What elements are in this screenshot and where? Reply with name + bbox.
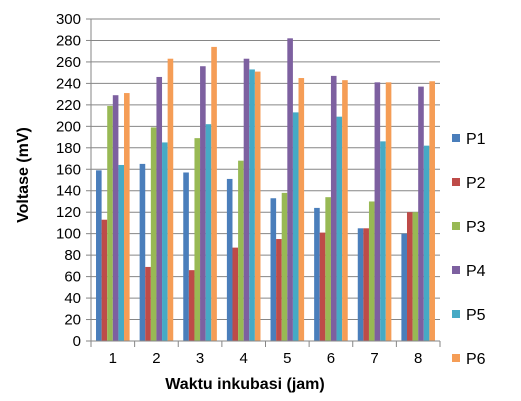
y-tick-label: 280 <box>56 32 81 49</box>
bar-p1-4 <box>226 178 233 341</box>
legend-label: P4 <box>466 263 486 280</box>
legend-swatch <box>452 134 460 142</box>
bar-p6-5 <box>298 78 305 342</box>
legend-label: P6 <box>466 351 486 368</box>
bar-p3-2 <box>150 127 157 341</box>
bar-p6-4 <box>254 71 261 342</box>
bar-p1-6 <box>314 207 320 341</box>
y-tick-label: 120 <box>56 204 81 221</box>
bar-p3-8 <box>412 212 419 341</box>
bar-p5-8 <box>423 145 430 341</box>
y-tick-label: 0 <box>73 333 81 350</box>
bar-p2-7 <box>363 228 369 341</box>
x-tick-label: 8 <box>414 350 422 367</box>
bar-p2-6 <box>319 232 326 341</box>
y-tick-label: 240 <box>56 75 81 92</box>
legend-swatch <box>452 266 460 274</box>
x-tick-labels: 1 2 3 4 5 6 7 8 <box>109 350 423 367</box>
legend-item-p4: P4 <box>452 263 486 280</box>
y-tick-label: 300 <box>56 11 81 28</box>
legend-label: P5 <box>466 307 486 324</box>
x-tick-label: 6 <box>327 350 335 367</box>
y-tick-label: 20 <box>64 312 81 329</box>
bar-p2-4 <box>232 247 239 341</box>
bar-p2-8 <box>406 212 413 341</box>
x-tick-label: 2 <box>152 350 160 367</box>
x-axis-title: Waktu inkubasi (jam) <box>165 376 324 393</box>
bar-p4-3 <box>200 66 206 341</box>
legend-item-p6: P6 <box>452 351 486 368</box>
y-tick-labels: 0 20 40 60 80 100 120 140 160 180 200 220 240 260 280 3… <box>56 11 81 350</box>
legend-label: P2 <box>466 175 486 192</box>
bar-p4-1 <box>112 95 119 341</box>
x-tick-label: 4 <box>240 350 248 367</box>
legend: P1 P2 P3 P4 P5 P6 <box>452 131 486 368</box>
x-tick-label: 3 <box>196 350 204 367</box>
bar-p5-5 <box>292 112 299 341</box>
bars <box>96 38 435 342</box>
axes <box>86 18 441 347</box>
bar-p5-3 <box>205 124 212 341</box>
y-tick-label: 80 <box>64 247 81 264</box>
y-tick-label: 100 <box>56 226 81 243</box>
bar-p3-5 <box>281 192 288 341</box>
bar-p3-4 <box>238 160 244 341</box>
legend-item-p5: P5 <box>452 307 486 324</box>
bar-p6-1 <box>124 93 130 341</box>
bar-p3-1 <box>107 105 113 341</box>
gridlines <box>91 18 440 321</box>
bar-p6-3 <box>211 46 217 341</box>
x-tick-label: 5 <box>283 350 291 367</box>
y-tick-label: 160 <box>56 161 81 178</box>
bar-p4-4 <box>243 58 250 342</box>
bar-p1-8 <box>401 233 407 341</box>
legend-swatch <box>452 354 460 362</box>
bar-p1-5 <box>270 198 277 341</box>
bar-p2-3 <box>188 270 195 341</box>
bar-p1-1 <box>96 170 102 341</box>
bar-p4-2 <box>156 76 163 342</box>
bar-p4-6 <box>330 75 337 342</box>
bar-p2-5 <box>276 239 282 341</box>
bar-p6-6 <box>342 80 348 342</box>
y-tick-label: 260 <box>56 54 81 71</box>
legend-swatch <box>452 310 460 318</box>
legend-label: P3 <box>466 219 486 236</box>
bar-p3-7 <box>368 201 375 341</box>
bar-p1-7 <box>357 228 364 341</box>
bar-p2-2 <box>145 266 151 341</box>
bar-p3-6 <box>325 197 331 341</box>
bar-p2-1 <box>101 219 108 341</box>
bar-p4-8 <box>418 86 424 342</box>
legend-swatch <box>452 222 460 230</box>
bar-p5-2 <box>162 142 168 341</box>
x-tick-label: 7 <box>370 350 378 367</box>
legend-item-p1: P1 <box>452 131 486 148</box>
y-tick-label: 220 <box>56 97 81 114</box>
bar-p5-7 <box>380 141 386 341</box>
legend-item-p2: P2 <box>452 175 486 192</box>
legend-label: P1 <box>466 131 486 148</box>
y-tick-label: 60 <box>64 269 81 286</box>
legend-item-p3: P3 <box>452 219 486 236</box>
y-tick-label: 200 <box>56 118 81 135</box>
bar-p5-6 <box>336 116 343 341</box>
bar-p4-5 <box>287 38 293 341</box>
bar-p1-3 <box>183 172 189 341</box>
x-tick-label: 1 <box>109 350 117 367</box>
bar-p3-3 <box>194 138 201 341</box>
y-tick-label: 140 <box>56 183 81 200</box>
bar-p5-4 <box>249 69 255 342</box>
bar-p6-7 <box>385 82 392 342</box>
legend-swatch <box>452 178 460 186</box>
bar-p4-7 <box>374 82 381 342</box>
bar-p6-8 <box>429 81 435 342</box>
bar-p6-2 <box>167 58 174 342</box>
y-tick-label: 40 <box>64 290 81 307</box>
bar-p5-1 <box>118 164 125 341</box>
y-axis-title: Voltase (mV) <box>15 127 32 223</box>
bar-p1-2 <box>139 163 146 341</box>
y-tick-label: 180 <box>56 140 81 157</box>
